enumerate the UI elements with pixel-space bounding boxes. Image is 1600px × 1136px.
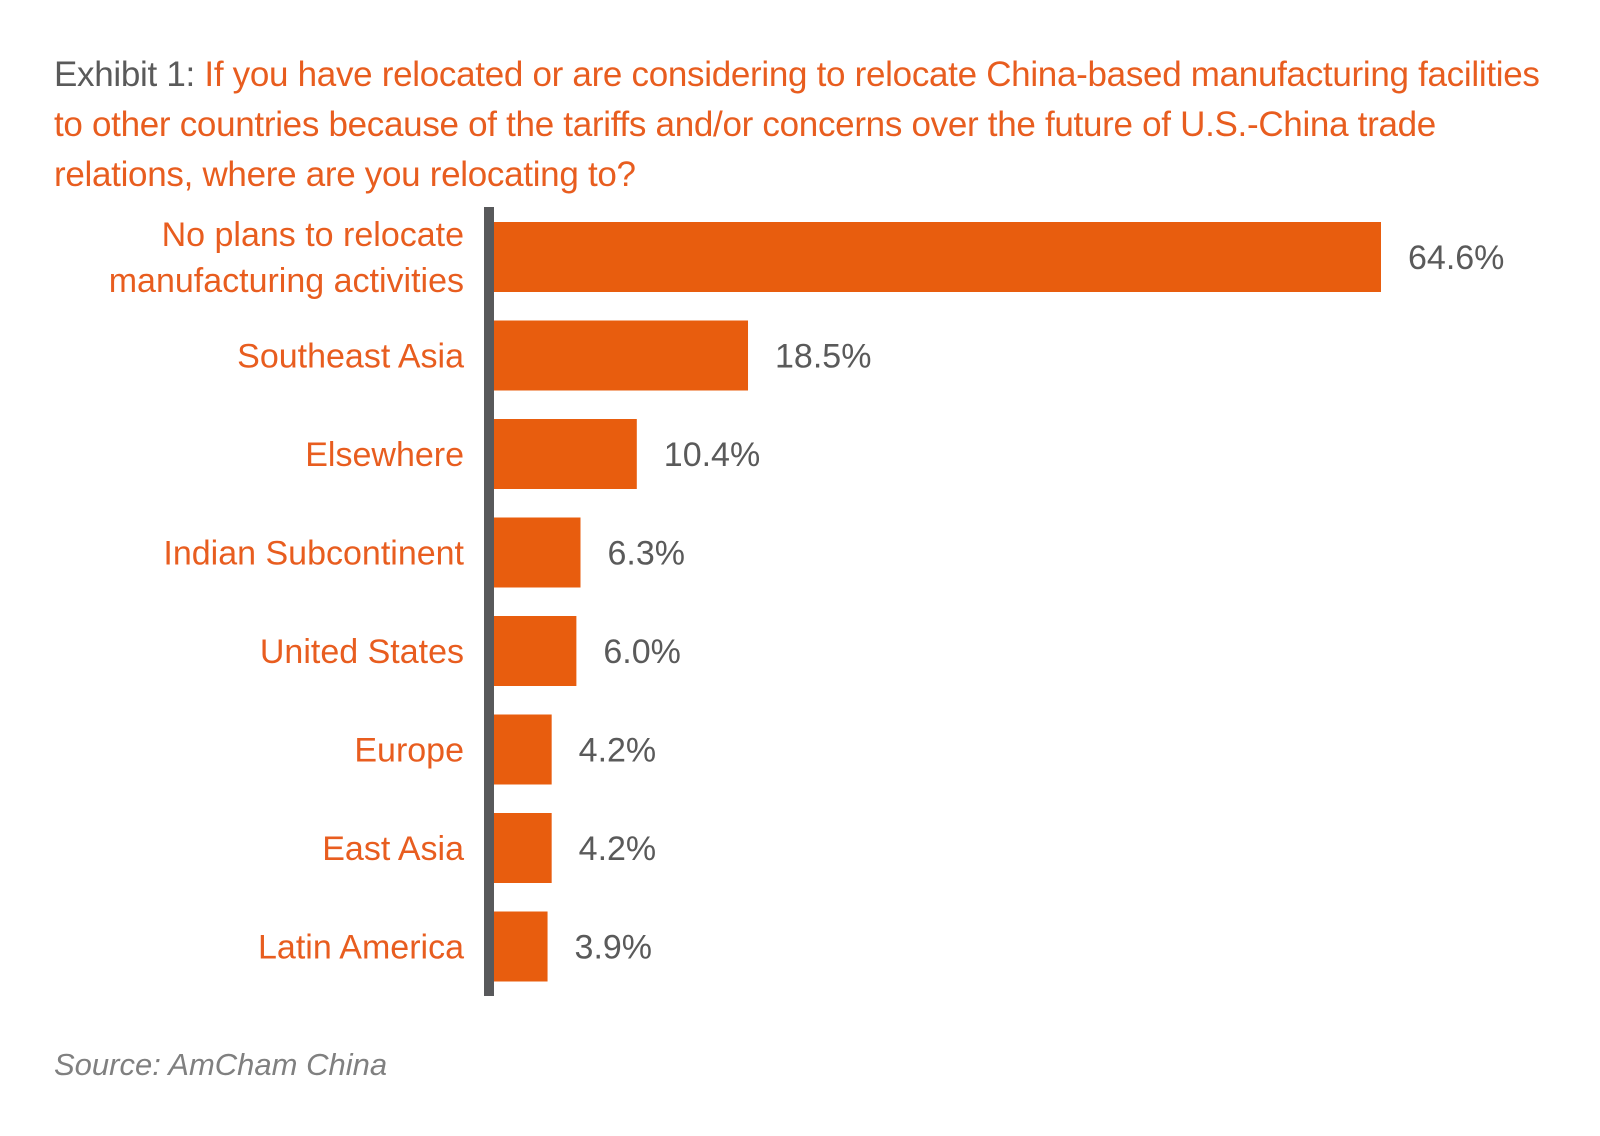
bar-7: [494, 911, 548, 982]
value-label-7: 3.9%: [575, 929, 653, 967]
category-label-5: Europe: [354, 732, 464, 770]
category-label-line: United States: [260, 633, 464, 671]
bar-2: [494, 419, 637, 489]
category-label-line: Latin America: [258, 929, 464, 967]
chart-title: Exhibit 1: If you have relocated or are …: [54, 50, 1554, 200]
bar-6: [494, 813, 552, 883]
category-label-3: Indian Subcontinent: [163, 535, 464, 573]
category-label-1: Southeast Asia: [237, 338, 464, 376]
category-label-7: Latin America: [258, 929, 464, 967]
category-label-6: East Asia: [322, 830, 464, 868]
category-label-line: No plans to relocate: [162, 216, 464, 254]
bar-0: [494, 222, 1381, 292]
source-note: Source: AmCham China: [54, 1047, 388, 1082]
category-label-line: Elsewhere: [305, 436, 464, 474]
category-label-line: Europe: [354, 732, 464, 770]
bar-1: [494, 320, 749, 391]
category-label-line: Indian Subcontinent: [163, 535, 464, 573]
y-axis-line: [484, 207, 494, 996]
bar-chart: 64.6% No plans to relocate manufacturing a…: [109, 207, 1504, 996]
category-label-2: Elsewhere: [305, 436, 464, 474]
value-label-1: 18.5%: [775, 338, 871, 376]
value-label-3: 6.3%: [608, 535, 686, 573]
bar-4: [494, 616, 577, 686]
value-label-5: 4.2%: [579, 732, 657, 770]
value-label-6: 4.2%: [579, 830, 657, 868]
bar-3: [494, 517, 581, 588]
category-label-4: United States: [260, 633, 464, 671]
value-label-2: 10.4%: [664, 436, 760, 474]
survey-question: If you have relocated or are considering…: [54, 55, 1540, 194]
category-label-line: Southeast Asia: [237, 338, 464, 376]
category-label-line: East Asia: [322, 830, 464, 868]
category-label-0: No plans to relocate manufacturing activi…: [109, 216, 464, 300]
category-label-line: manufacturing activities: [109, 262, 464, 300]
exhibit-label: Exhibit 1:: [54, 55, 195, 94]
value-label-4: 6.0%: [603, 633, 681, 671]
bar-5: [494, 714, 552, 785]
value-label-0: 64.6%: [1408, 239, 1504, 277]
